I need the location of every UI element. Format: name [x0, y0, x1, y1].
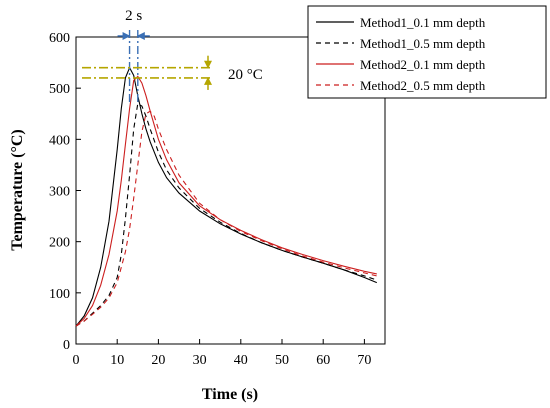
x-tick-label: 30	[193, 353, 207, 368]
time-gap-label: 2 s	[125, 8, 142, 24]
series-line-1	[75, 66, 378, 327]
temp-gap-label: 20 °C	[228, 67, 263, 83]
series-line-2	[75, 102, 377, 327]
x-axis-title: Time (s)	[202, 386, 258, 403]
y-tick-label: 500	[49, 82, 70, 97]
series-line-4	[75, 110, 377, 327]
x-tick-label: 70	[357, 353, 371, 368]
y-axis-ticks: 0 100 200 300 400 500 600	[49, 31, 81, 353]
y-tick-label: 400	[49, 133, 70, 148]
x-tick-label: 50	[275, 353, 289, 368]
legend-label-3: Method2_0.1 mm depth	[360, 57, 486, 72]
x-axis-ticks: 0 10 20 30 40 50 60 70	[73, 339, 371, 368]
y-tick-label: 300	[49, 185, 70, 200]
legend: Method1_0.1 mm depth Method1_0.5 mm depth…	[307, 5, 547, 99]
y-tick-label: 200	[49, 236, 70, 251]
x-tick-label: 60	[316, 353, 330, 368]
legend-box	[307, 5, 547, 99]
legend-label-4: Method2_0.5 mm depth	[360, 78, 486, 93]
x-tick-label: 20	[151, 353, 165, 368]
annotation-layer: 2 s 20 °C	[82, 8, 263, 104]
y-tick-label: 600	[49, 31, 70, 46]
x-tick-label: 10	[110, 353, 124, 368]
x-tick-label: 0	[73, 353, 80, 368]
legend-label-2: Method1_0.5 mm depth	[360, 36, 486, 51]
y-axis-title: Temperature (°C)	[9, 129, 26, 250]
legend-label-1: Method1_0.1 mm depth	[360, 15, 486, 30]
x-tick-label: 40	[234, 353, 248, 368]
y-tick-label: 0	[63, 338, 70, 353]
series-layer	[75, 66, 378, 327]
y-tick-label: 100	[49, 287, 70, 302]
